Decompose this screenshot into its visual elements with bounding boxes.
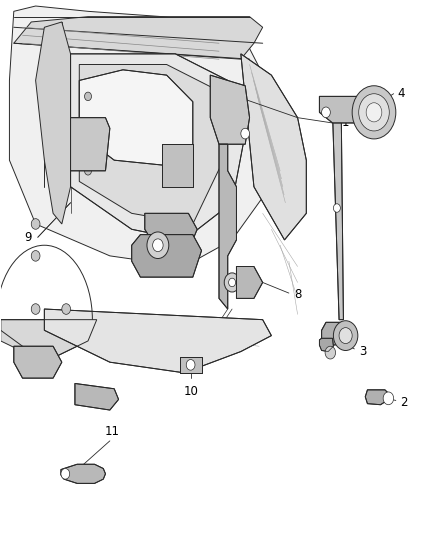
- Polygon shape: [35, 22, 71, 224]
- Circle shape: [61, 469, 70, 479]
- Polygon shape: [1, 320, 97, 362]
- Polygon shape: [71, 54, 245, 240]
- Circle shape: [31, 251, 40, 261]
- Polygon shape: [79, 64, 223, 224]
- Circle shape: [186, 360, 195, 370]
- Polygon shape: [79, 70, 193, 165]
- Circle shape: [152, 239, 163, 252]
- Polygon shape: [319, 338, 333, 352]
- Circle shape: [95, 126, 99, 131]
- Circle shape: [333, 321, 358, 351]
- Circle shape: [383, 392, 394, 405]
- Circle shape: [359, 94, 389, 131]
- Polygon shape: [61, 464, 106, 483]
- Polygon shape: [14, 17, 263, 59]
- Polygon shape: [145, 213, 197, 256]
- Circle shape: [85, 92, 92, 101]
- Polygon shape: [219, 144, 237, 309]
- Polygon shape: [241, 54, 306, 240]
- Circle shape: [229, 278, 236, 287]
- Circle shape: [339, 328, 352, 344]
- Text: 8: 8: [294, 288, 301, 301]
- Text: 3: 3: [359, 345, 366, 358]
- Text: 7: 7: [152, 154, 160, 167]
- Polygon shape: [14, 346, 62, 378]
- Circle shape: [31, 304, 40, 314]
- Text: 4: 4: [397, 87, 405, 100]
- Text: 11: 11: [105, 425, 120, 438]
- Polygon shape: [332, 112, 343, 320]
- Circle shape: [85, 166, 92, 175]
- Circle shape: [224, 273, 240, 292]
- Text: 10: 10: [183, 384, 198, 398]
- Polygon shape: [162, 144, 193, 187]
- Circle shape: [241, 128, 250, 139]
- Polygon shape: [132, 235, 201, 277]
- Circle shape: [95, 158, 99, 163]
- Circle shape: [366, 103, 382, 122]
- Circle shape: [31, 219, 40, 229]
- Circle shape: [321, 107, 330, 118]
- Polygon shape: [71, 118, 110, 171]
- Polygon shape: [237, 266, 263, 298]
- Polygon shape: [210, 75, 250, 144]
- Polygon shape: [75, 383, 119, 410]
- Text: 2: 2: [400, 395, 407, 409]
- Polygon shape: [10, 6, 276, 266]
- Circle shape: [325, 346, 336, 359]
- Circle shape: [352, 86, 396, 139]
- Polygon shape: [44, 309, 272, 373]
- Circle shape: [62, 304, 71, 314]
- Polygon shape: [319, 96, 363, 123]
- Polygon shape: [365, 390, 389, 405]
- Circle shape: [95, 142, 99, 147]
- Circle shape: [333, 204, 340, 212]
- Circle shape: [147, 232, 169, 259]
- Text: 1: 1: [342, 117, 350, 130]
- Text: 9: 9: [24, 231, 31, 244]
- Polygon shape: [180, 357, 201, 373]
- Polygon shape: [321, 322, 346, 346]
- Circle shape: [85, 130, 92, 138]
